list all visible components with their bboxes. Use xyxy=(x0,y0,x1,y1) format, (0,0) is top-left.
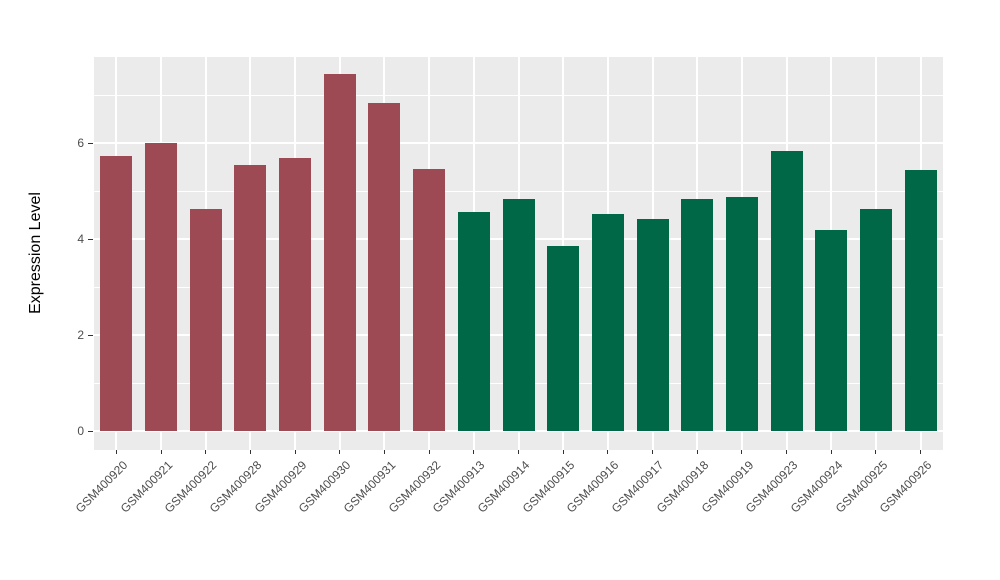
x-tick-mark xyxy=(830,450,832,454)
bar-gsm400928 xyxy=(234,165,266,431)
y-tick-mark xyxy=(88,334,93,336)
bar-gsm400924 xyxy=(815,230,847,431)
y-tick-mark xyxy=(88,430,93,432)
y-tick-label: 0 xyxy=(77,424,84,438)
x-tick-mark xyxy=(160,450,162,454)
bar-gsm400926 xyxy=(905,170,937,431)
bar-gsm400915 xyxy=(547,246,579,431)
bar-gsm400919 xyxy=(726,197,758,431)
x-tick-mark xyxy=(205,450,207,454)
x-tick-mark xyxy=(294,450,296,454)
bar-gsm400913 xyxy=(458,212,490,431)
plot-panel xyxy=(94,57,943,450)
x-tick-mark xyxy=(249,450,251,454)
x-tick-mark xyxy=(115,450,117,454)
x-tick-mark xyxy=(562,450,564,454)
bar-gsm400930 xyxy=(324,74,356,431)
x-tick-mark xyxy=(786,450,788,454)
x-tick-mark xyxy=(473,450,475,454)
bar-gsm400925 xyxy=(860,209,892,431)
bar-gsm400931 xyxy=(368,103,400,431)
y-tick-label: 6 xyxy=(77,136,84,150)
x-tick-mark xyxy=(428,450,430,454)
x-tick-mark xyxy=(383,450,385,454)
y-tick-label: 2 xyxy=(77,328,84,342)
y-tick-mark xyxy=(88,142,93,144)
bar-gsm400921 xyxy=(145,143,177,431)
bar-gsm400932 xyxy=(413,169,445,431)
x-tick-mark xyxy=(875,450,877,454)
bar-gsm400914 xyxy=(503,199,535,431)
bar-gsm400923 xyxy=(771,151,803,431)
y-axis-title: Expression Level xyxy=(27,192,44,314)
x-tick-mark xyxy=(339,450,341,454)
x-tick-mark xyxy=(741,450,743,454)
x-tick-mark xyxy=(518,450,519,454)
bar-gsm400916 xyxy=(592,214,624,431)
y-tick-mark xyxy=(88,238,93,240)
x-tick-mark xyxy=(652,450,654,454)
bar-gsm400929 xyxy=(279,158,311,431)
bar-gsm400920 xyxy=(100,156,132,431)
bar-gsm400922 xyxy=(190,209,222,431)
bar-gsm400918 xyxy=(681,199,713,431)
bar-gsm400917 xyxy=(637,219,669,431)
x-tick-mark xyxy=(920,450,922,454)
x-tick-mark xyxy=(696,450,698,454)
y-tick-label: 4 xyxy=(77,232,84,246)
x-tick-mark xyxy=(607,450,609,454)
